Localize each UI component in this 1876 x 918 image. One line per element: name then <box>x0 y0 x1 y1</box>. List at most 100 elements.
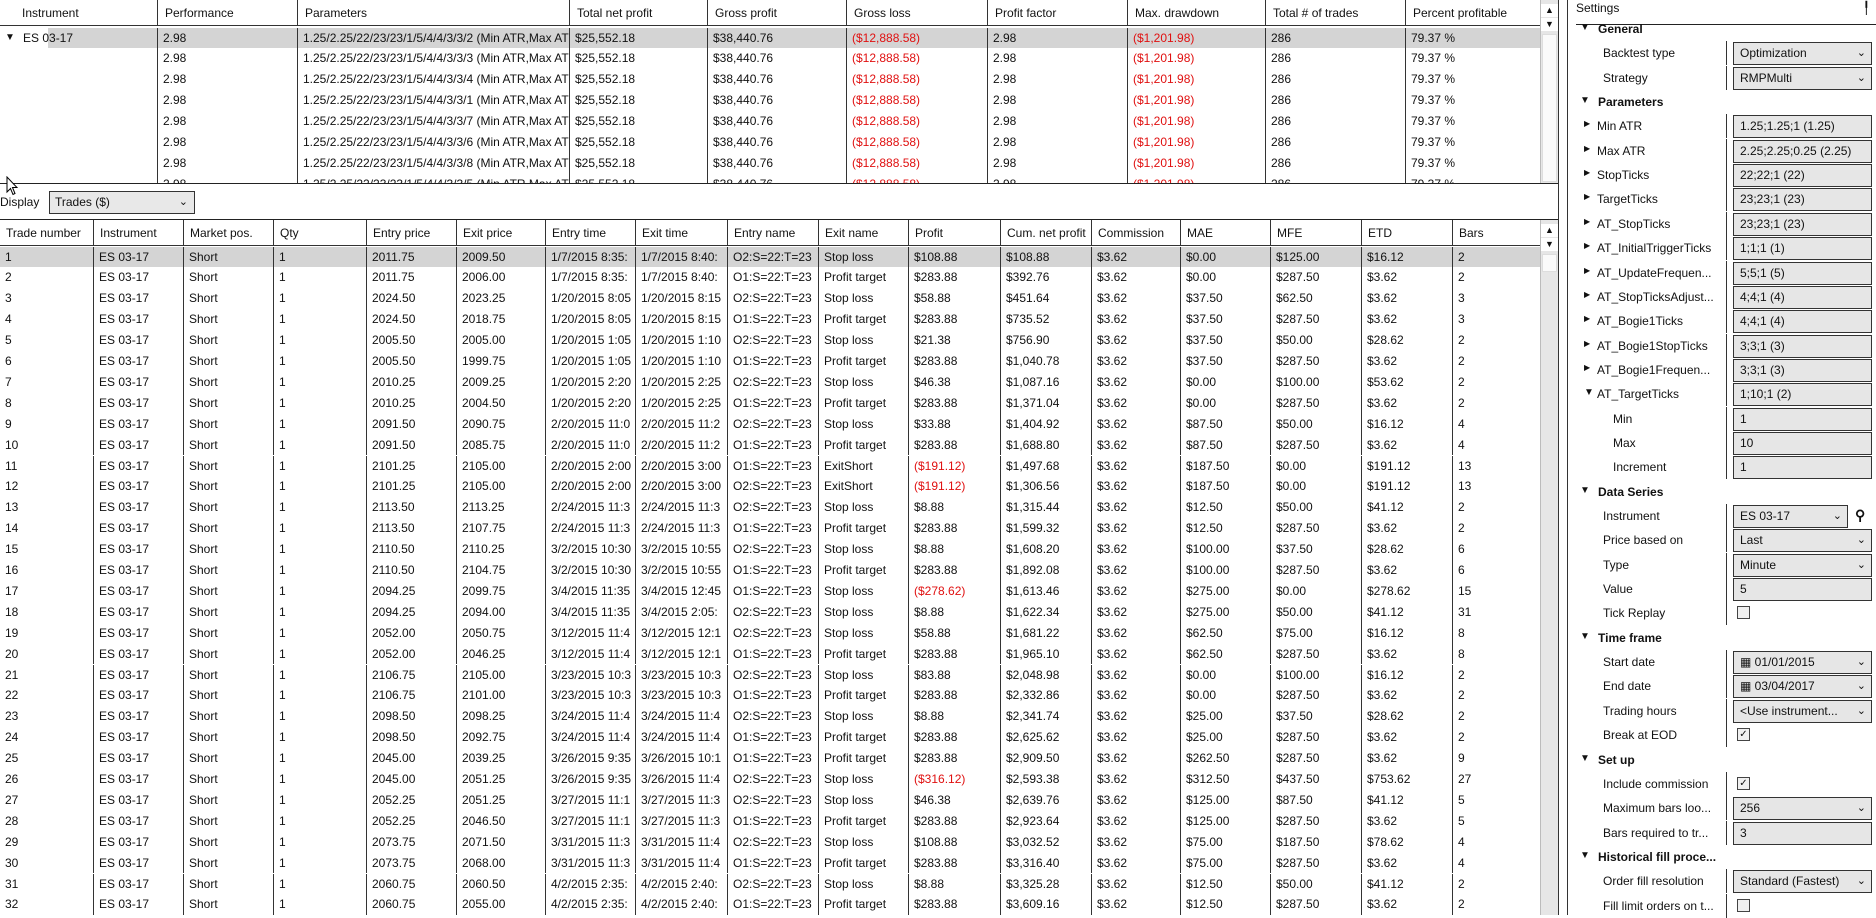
optimization-grid-scrollbar[interactable]: ▲ ▼ <box>1540 0 1558 183</box>
trade-row[interactable]: 11 ES 03-17 Short 1 2101.25 2105.00 2/20/2015 … <box>0 455 1540 477</box>
checkbox-tick-replay[interactable] <box>1737 606 1750 620</box>
column-header-exit-time[interactable]: Exit time <box>635 220 727 246</box>
column-header-gross-profit[interactable]: Gross profit <box>707 0 846 26</box>
trade-row[interactable]: 24 ES 03-17 Short 1 2098.50 2092.75 3/24/2015 … <box>0 727 1540 749</box>
column-header-mae[interactable]: MAE <box>1180 220 1270 246</box>
trade-row[interactable]: 17 ES 03-17 Short 1 2094.25 2099.75 3/4/2015 1… <box>0 580 1540 602</box>
collapse-triangle-icon[interactable]: ▼ <box>1580 752 1590 764</box>
collapse-triangle-icon[interactable]: ▼ <box>1580 22 1590 33</box>
input-at-bogie1stopticks[interactable]: 3;3;1 (3) <box>1733 334 1872 358</box>
trade-row[interactable]: 16 ES 03-17 Short 1 2110.50 2104.75 3/2/2015 1… <box>0 560 1540 581</box>
trade-row[interactable]: 30 ES 03-17 Short 1 2073.75 2068.00 3/31/2015 … <box>0 852 1540 874</box>
trade-row[interactable]: 20 ES 03-17 Short 1 2052.00 2046.25 3/12/2015 … <box>0 643 1540 665</box>
select-trading-hours[interactable]: <Use instrument... ⌄ <box>1733 699 1872 723</box>
column-header-total-of-trades[interactable]: Total # of trades <box>1265 0 1405 26</box>
settings-section-historical-fill-proce[interactable]: Historical fill proce... ▼ <box>1568 845 1876 869</box>
column-header-instrument[interactable]: Instrument <box>93 220 183 246</box>
input-max-atr[interactable]: 2.25;2.25;0.25 (2.25) <box>1733 139 1872 163</box>
select-type[interactable]: Minute ⌄ <box>1733 553 1872 577</box>
scroll-up-arrow-icon[interactable]: ▲ <box>1541 224 1558 237</box>
settings-section-set-up[interactable]: Set up ▼ <box>1568 748 1876 772</box>
checkbox-include-commission[interactable]: ✓ <box>1737 776 1750 790</box>
column-header-mfe[interactable]: MFE <box>1270 220 1361 246</box>
expand-triangle-icon[interactable]: ▼ <box>5 31 15 43</box>
settings-section-time-frame[interactable]: Time frame ▼ <box>1568 626 1876 650</box>
trade-row[interactable]: 7 ES 03-17 Short 1 2010.25 2009.25 1/20/2015 2… <box>0 371 1540 393</box>
column-header-market-pos[interactable]: Market pos. <box>183 220 273 246</box>
expand-triangle-icon[interactable]: ▶ <box>1584 265 1591 275</box>
settings-section-general[interactable]: General ▼ <box>1568 17 1876 41</box>
column-header-instrument[interactable]: Instrument <box>22 6 79 20</box>
column-header-etd[interactable]: ETD <box>1361 220 1452 246</box>
checkbox-fill-limit-orders-on-t[interactable] <box>1737 898 1750 912</box>
input-at-initialtriggerticks[interactable]: 1;1;1 (1) <box>1733 237 1872 261</box>
input-at-updatefrequen[interactable]: 5;5;1 (5) <box>1733 261 1872 285</box>
collapse-triangle-icon[interactable]: ▼ <box>1580 95 1590 107</box>
trade-row[interactable]: 22 ES 03-17 Short 1 2106.75 2101.00 3/23/2015 … <box>0 685 1540 707</box>
trade-row[interactable]: 6 ES 03-17 Short 1 2005.50 1999.75 1/20/2015 1… <box>0 351 1540 372</box>
column-header-total-net-profit[interactable]: Total net profit <box>569 0 707 26</box>
select-end-date[interactable]: ▦ 03/04/2017 ⌄ <box>1733 675 1872 699</box>
collapse-triangle-icon[interactable]: ▼ <box>1580 630 1590 642</box>
expand-triangle-icon[interactable]: ▶ <box>1584 216 1591 226</box>
input-max[interactable]: 10 <box>1733 431 1872 455</box>
column-header-entry-time[interactable]: Entry time <box>545 220 635 246</box>
trades-grid-scrollbar[interactable]: ▲ ▼ <box>1540 220 1558 915</box>
trade-row[interactable]: 8 ES 03-17 Short 1 2010.25 2004.50 1/20/2015 2… <box>0 392 1540 414</box>
settings-section-data-series[interactable]: Data Series ▼ <box>1568 480 1876 504</box>
trade-row[interactable]: 10 ES 03-17 Short 1 2091.50 2085.75 2/20/2015 … <box>0 434 1540 456</box>
optimization-result-row[interactable]: 2.98 1.25/2.25/22/23/23/1/5/4/4/3/3/6 (Mi… <box>0 132 1540 153</box>
column-header-max-drawdown[interactable]: Max. drawdown <box>1127 0 1265 26</box>
optimization-result-row[interactable]: 2.98 1.25/2.25/22/23/23/1/5/4/4/3/3/1 (Mi… <box>0 90 1540 112</box>
expand-triangle-icon[interactable]: ▶ <box>1584 192 1591 202</box>
trade-row[interactable]: 14 ES 03-17 Short 1 2113.50 2107.75 2/24/2015 … <box>0 518 1540 540</box>
column-header-gross-loss[interactable]: Gross loss <box>846 0 987 26</box>
scroll-down-arrow-icon[interactable]: ▼ <box>1541 238 1558 251</box>
search-icon[interactable]: ⚲ <box>1855 507 1866 523</box>
trade-row[interactable]: 12 ES 03-17 Short 1 2101.25 2105.00 2/20/2015 … <box>0 476 1540 498</box>
optimization-result-row[interactable]: 2.98 1.25/2.25/22/23/23/1/5/4/4/3/3/3 (Mi… <box>0 48 1540 70</box>
input-at-stopticks[interactable]: 23;23;1 (23) <box>1733 212 1872 236</box>
expand-triangle-icon[interactable]: ▶ <box>1584 143 1591 153</box>
input-min-atr[interactable]: 1.25;1.25;1 (1.25) <box>1733 115 1872 139</box>
input-value[interactable]: 5 <box>1733 578 1872 602</box>
expand-triangle-icon[interactable]: ▶ <box>1584 241 1591 251</box>
optimization-result-row[interactable]: 2.98 1.25/2.25/22/23/23/1/5/4/4/3/3/8 (Mi… <box>0 152 1540 174</box>
collapse-triangle-icon[interactable]: ▼ <box>1584 387 1594 399</box>
trade-row[interactable]: 23 ES 03-17 Short 1 2098.50 2098.25 3/24/2015 … <box>0 706 1540 728</box>
trade-row[interactable]: 25 ES 03-17 Short 1 2045.00 2039.25 3/26/2015 … <box>0 748 1540 769</box>
optimization-result-row[interactable]: 2.98 1.25/2.25/22/23/23/1/5/4/4/3/3/4 (Mi… <box>0 69 1540 91</box>
optimization-result-row[interactable]: 2.98 1.25/2.25/22/23/23/1/5/4/4/3/3/7 (Mi… <box>0 111 1540 132</box>
trade-row[interactable]: 29 ES 03-17 Short 1 2073.75 2071.50 3/31/2015 … <box>0 831 1540 853</box>
trade-row[interactable]: 19 ES 03-17 Short 1 2052.00 2050.75 3/12/2015 … <box>0 622 1540 644</box>
column-header-exit-name[interactable]: Exit name <box>818 220 908 246</box>
input-at-stopticksadjust[interactable]: 4;4;1 (4) <box>1733 285 1872 309</box>
input-min[interactable]: 1 <box>1733 407 1872 431</box>
trade-row[interactable]: 9 ES 03-17 Short 1 2091.50 2090.75 2/20/2015 1… <box>0 413 1540 435</box>
column-header-exit-price[interactable]: Exit price <box>456 220 545 246</box>
input-at-targetticks[interactable]: 1;10;1 (2) <box>1733 383 1872 407</box>
trade-row[interactable]: 31 ES 03-17 Short 1 2060.75 2060.50 4/2/2015 2… <box>0 873 1540 895</box>
collapse-triangle-icon[interactable]: ▼ <box>1580 849 1590 861</box>
select-maximum-bars-loo[interactable]: 256 ⌄ <box>1733 797 1872 821</box>
trade-row[interactable]: 13 ES 03-17 Short 1 2113.50 2113.25 2/24/2015 … <box>0 497 1540 519</box>
trade-row[interactable]: 21 ES 03-17 Short 1 2106.75 2105.00 3/23/2015 … <box>0 664 1540 686</box>
column-header-parameters[interactable]: Parameters <box>297 0 569 26</box>
input-bars-required-to-tr[interactable]: 3 <box>1733 821 1872 845</box>
expand-triangle-icon[interactable]: ▶ <box>1584 314 1591 324</box>
column-header-entry-price[interactable]: Entry price <box>366 220 456 246</box>
column-header-profit[interactable]: Profit <box>908 220 1000 246</box>
trade-row[interactable]: 4 ES 03-17 Short 1 2024.50 2018.75 1/20/2015 8… <box>0 309 1540 331</box>
input-at-bogie1ticks[interactable]: 4;4;1 (4) <box>1733 310 1872 334</box>
expand-triangle-icon[interactable]: ▶ <box>1584 338 1591 348</box>
column-header-commission[interactable]: Commission <box>1091 220 1180 246</box>
select-strategy[interactable]: RMPMulti ⌄ <box>1733 66 1872 90</box>
input-increment[interactable]: 1 <box>1733 456 1872 480</box>
column-header-percent-profitable[interactable]: Percent profitable <box>1405 0 1540 26</box>
scroll-up-arrow-icon[interactable]: ▲ <box>1541 4 1558 17</box>
select-instrument[interactable]: ES 03-17 ⌄ <box>1733 505 1848 528</box>
scrollbar-thumb[interactable] <box>1542 34 1557 182</box>
column-header-entry-name[interactable]: Entry name <box>727 220 818 246</box>
trade-row[interactable]: 32 ES 03-17 Short 1 2060.75 2055.00 4/2/2015 2… <box>0 894 1540 915</box>
trade-row[interactable]: 27 ES 03-17 Short 1 2052.25 2051.25 3/27/2015 … <box>0 789 1540 811</box>
